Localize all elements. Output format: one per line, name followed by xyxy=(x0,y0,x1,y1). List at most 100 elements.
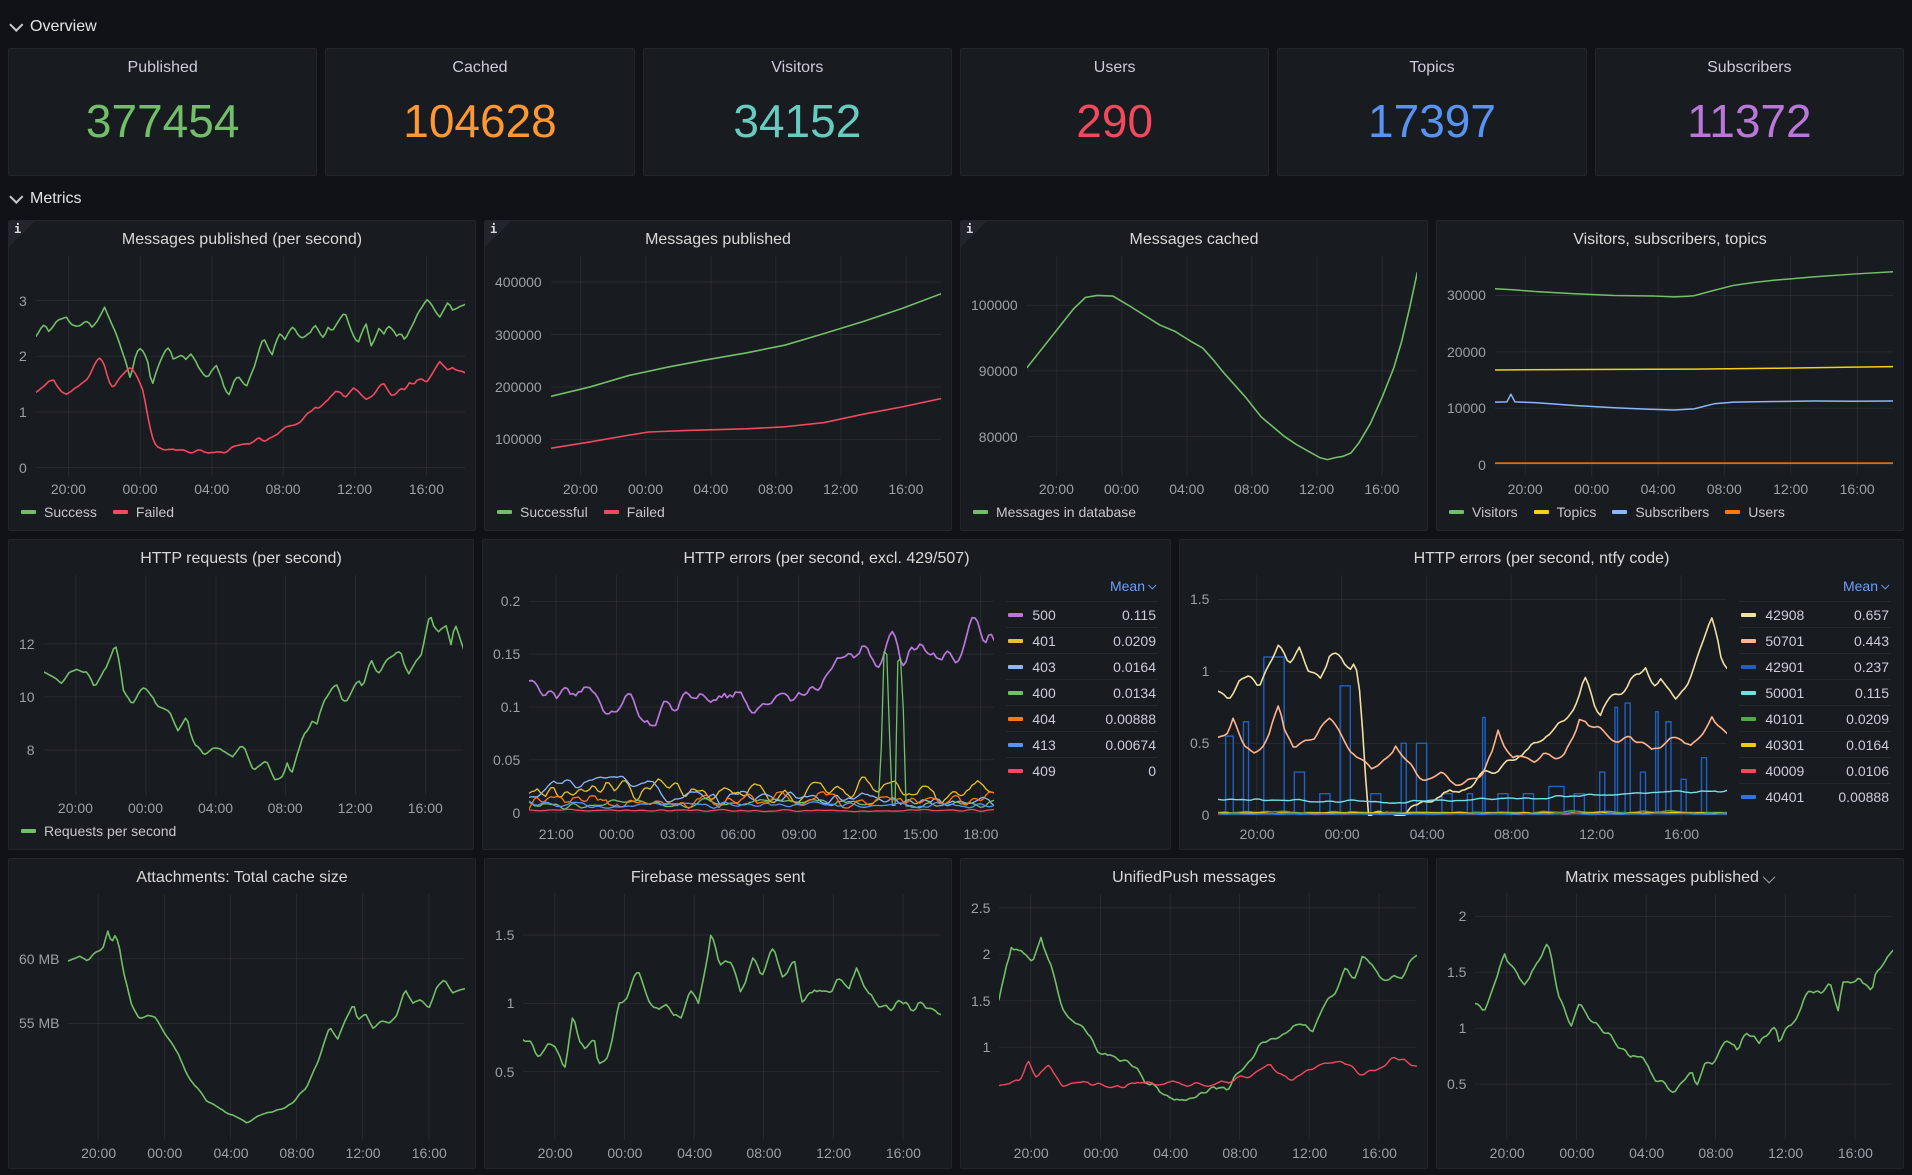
y-axis-tick: 80000 xyxy=(978,428,1018,445)
legend-swatch xyxy=(1008,612,1024,617)
series-403 xyxy=(529,776,994,805)
legend-table-row[interactable]: 413 0.00674 xyxy=(1006,731,1158,757)
x-axis-tick: 20:00 xyxy=(1013,1145,1049,1161)
legend-swatch xyxy=(1008,742,1024,747)
legend-table-row[interactable]: 42901 0.237 xyxy=(1739,653,1891,679)
stat-subscribers: Subscribers 11372 xyxy=(1594,48,1904,176)
plot-area[interactable] xyxy=(36,256,465,476)
y-axis-tick: 1 xyxy=(1458,1020,1467,1037)
legend-mean-header[interactable]: Mean xyxy=(1739,575,1891,601)
legend-item[interactable]: Users xyxy=(1725,504,1785,520)
legend-mean-header[interactable]: Mean xyxy=(1006,575,1158,601)
series-Matrix xyxy=(1475,944,1893,1092)
section-header-overview[interactable]: Overview xyxy=(9,14,1904,40)
legend-mean-value: 0.00888 xyxy=(1105,710,1156,727)
plot-area[interactable] xyxy=(1218,575,1727,821)
x-axis: 20:00 00:00 04:00 08:00 12:00 16:00 xyxy=(999,1140,1417,1162)
legend-table-row[interactable]: 409 0 xyxy=(1006,757,1158,783)
panel-info-icon[interactable]: i xyxy=(485,221,519,255)
panel-title[interactable]: UnifiedPush messages xyxy=(1112,869,1276,886)
y-axis-tick: 0.5 xyxy=(1190,735,1210,752)
panel-http-errors-ntfy: HTTP errors (per second, ntfy code) 0 0.5… xyxy=(1179,539,1904,850)
legend-table-row[interactable]: 50001 0.115 xyxy=(1739,679,1891,705)
plot-area[interactable] xyxy=(523,894,941,1140)
x-axis-tick: 04:00 xyxy=(1409,826,1445,842)
series-42908 xyxy=(1218,618,1727,815)
x-axis-tick: 09:00 xyxy=(781,826,817,842)
legend-table-row[interactable]: 40009 0.0106 xyxy=(1739,757,1891,783)
legend-item[interactable]: Topics xyxy=(1533,504,1596,520)
legend-item[interactable]: Requests per second xyxy=(21,823,176,839)
legend-item[interactable]: Messages in database xyxy=(973,504,1136,520)
panel-title[interactable]: Matrix messages published xyxy=(1565,869,1759,886)
panel-title[interactable]: HTTP requests (per second) xyxy=(140,550,342,567)
x-axis-tick: 08:00 xyxy=(1698,1145,1734,1161)
legend-table-row[interactable]: 403 0.0164 xyxy=(1006,653,1158,679)
x-axis-tick: 12:00 xyxy=(1299,481,1335,497)
sort-chevron-icon xyxy=(1881,581,1890,590)
legend-item[interactable]: Successful xyxy=(497,504,588,520)
plot-area[interactable] xyxy=(68,894,465,1140)
panel-visitors-subscribers-topics: Visitors, subscribers, topics 0 10000 2000… xyxy=(1436,220,1904,531)
x-axis-tick: 20:00 xyxy=(57,800,93,816)
panel-title[interactable]: Attachments: Total cache size xyxy=(136,869,348,886)
legend-item[interactable]: Subscribers xyxy=(1612,504,1709,520)
panel-info-icon[interactable]: i xyxy=(961,221,995,255)
x-axis-tick: 04:00 xyxy=(213,1145,249,1161)
legend-table-row[interactable]: 42908 0.657 xyxy=(1739,601,1891,627)
panel-info-icon[interactable]: i xyxy=(9,221,43,255)
legend-swatch xyxy=(497,510,512,514)
plot-area[interactable] xyxy=(551,256,941,476)
legend-item[interactable]: Success xyxy=(21,504,97,520)
legend-series-name: 409 xyxy=(1032,762,1056,779)
section-header-metrics[interactable]: Metrics xyxy=(9,186,1904,212)
legend-table-row[interactable]: 40101 0.0209 xyxy=(1739,705,1891,731)
legend-item[interactable]: Visitors xyxy=(1449,504,1518,520)
y-axis-tick: 300000 xyxy=(495,326,542,343)
panel-title[interactable]: Firebase messages sent xyxy=(630,869,806,886)
x-axis-tick: 04:00 xyxy=(1629,1145,1665,1161)
y-axis: 1000002000003000004000001000002000003000… xyxy=(495,256,551,498)
x-axis-tick: 20:00 xyxy=(1489,1145,1525,1161)
panel-title[interactable]: HTTP errors (per second, excl. 429/507) xyxy=(683,550,970,567)
legend-swatch xyxy=(1741,716,1757,721)
stat-value: 377454 xyxy=(85,95,240,147)
legend-table-row[interactable]: 404 0.00888 xyxy=(1006,705,1158,731)
panel-menu-chevron-icon[interactable] xyxy=(1762,870,1776,883)
panel-title[interactable]: HTTP errors (per second, ntfy code) xyxy=(1413,550,1670,567)
panel-title[interactable]: Messages cached xyxy=(1129,231,1259,248)
legend-mean-value: 0.115 xyxy=(1855,684,1889,701)
y-axis-tick: 100000 xyxy=(971,297,1018,314)
panel-title[interactable]: Visitors, subscribers, topics xyxy=(1573,231,1767,248)
legend-table-row[interactable]: 40301 0.0164 xyxy=(1739,731,1891,757)
series-Topics xyxy=(1495,367,1893,370)
y-axis-tick: 1 xyxy=(982,1039,991,1056)
panel-messages-published-total: Messages published 100000 200000 300000 400… xyxy=(484,220,952,531)
plot-area[interactable] xyxy=(1495,256,1893,476)
plot-area[interactable] xyxy=(529,575,994,821)
y-axis-tick: 0 xyxy=(19,459,27,476)
legend-swatch xyxy=(973,510,988,514)
legend-swatch xyxy=(1008,638,1024,643)
legend-table-row[interactable]: 50701 0.443 xyxy=(1739,627,1891,653)
sort-chevron-icon xyxy=(1148,581,1157,590)
legend-table-row[interactable]: 500 0.115 xyxy=(1006,601,1158,627)
legend-table-row[interactable]: 401 0.0209 xyxy=(1006,627,1158,653)
panel-title[interactable]: Messages published xyxy=(645,231,791,248)
plot-area[interactable] xyxy=(44,575,463,795)
y-axis-tick: 55 MB xyxy=(19,1015,60,1032)
legend: Visitors Topics Subscribers Users xyxy=(1447,500,1893,524)
panel-title[interactable]: Messages published (per second) xyxy=(121,231,363,248)
series-Failed xyxy=(551,398,941,448)
legend-item[interactable]: Failed xyxy=(603,504,665,520)
x-axis-tick: 04:00 xyxy=(677,1145,713,1161)
plot-area[interactable] xyxy=(1475,894,1893,1140)
series-Requests per second xyxy=(44,618,463,780)
plot-area[interactable] xyxy=(1027,256,1417,476)
legend-table-row[interactable]: 40401 0.00888 xyxy=(1739,783,1891,809)
legend-item[interactable]: Failed xyxy=(112,504,174,520)
plot-area[interactable] xyxy=(999,894,1417,1140)
legend-table-row[interactable]: 400 0.0134 xyxy=(1006,679,1158,705)
